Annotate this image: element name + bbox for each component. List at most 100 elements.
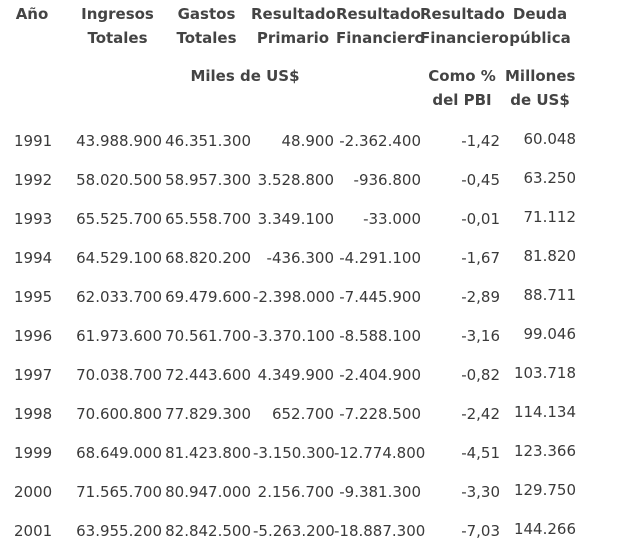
header-ingresos: Ingresos Totales <box>70 2 165 50</box>
cell-financiero: -9.381.300 <box>339 483 421 501</box>
table-row: 1993 65.525.700 65.558.700 3.349.100 -33.000… <box>0 206 618 245</box>
cell-gastos: 72.443.600 <box>165 366 251 384</box>
cell-pbi: -7,03 <box>461 522 500 540</box>
cell-gastos: 81.423.800 <box>165 444 251 462</box>
header-resultado-financiero-pbi: Resultado Financiero <box>420 2 509 50</box>
header-gastos-line1: Gastos <box>177 5 236 23</box>
cell-financiero: -12.774.800 <box>334 444 426 462</box>
cell-financiero: -8.588.100 <box>339 327 421 345</box>
cell-ingresos: 68.649.000 <box>76 444 162 462</box>
cell-gastos: 69.479.600 <box>165 288 251 306</box>
cell-primario: 4.349.900 <box>257 366 334 384</box>
subheader-pbi-line1: Como % <box>428 67 496 85</box>
header-resultado-primario-line1: Resultado <box>251 5 336 23</box>
cell-pbi: -1,67 <box>461 249 500 267</box>
cell-year: 2000 <box>14 483 53 501</box>
cell-gastos: 46.351.300 <box>165 132 251 150</box>
cell-deuda: 129.750 <box>513 481 576 499</box>
subheader-millones-line1: Millones <box>505 67 576 85</box>
cell-primario: -436.300 <box>266 249 334 267</box>
cell-financiero: -2.362.400 <box>339 132 421 150</box>
cell-year: 1999 <box>14 444 53 462</box>
subheader-millones-line2: de US$ <box>510 91 570 109</box>
cell-gastos: 70.561.700 <box>165 327 251 345</box>
cell-gastos: 82.842.500 <box>165 522 251 540</box>
cell-deuda: 81.820 <box>523 247 577 265</box>
header-deuda: Deuda pública <box>505 2 575 50</box>
cell-ingresos: 43.988.900 <box>76 132 162 150</box>
cell-year: 1998 <box>14 405 53 423</box>
cell-ingresos: 58.020.500 <box>76 171 162 189</box>
cell-financiero: -936.800 <box>353 171 421 189</box>
cell-pbi: -0,45 <box>461 171 500 189</box>
cell-year: 1993 <box>14 210 53 228</box>
header-resultado-financiero-pbi-line1: Resultado <box>420 5 505 23</box>
cell-ingresos: 71.565.700 <box>76 483 162 501</box>
cell-deuda: 103.718 <box>513 364 576 382</box>
cell-pbi: -0,01 <box>461 210 500 228</box>
subheader-pbi-line2: del PBI <box>432 91 492 109</box>
header-gastos-line2: Totales <box>176 29 237 47</box>
cell-ingresos: 65.525.700 <box>76 210 162 228</box>
cell-deuda: 88.711 <box>523 286 577 304</box>
subheader-millones: Millones de US$ <box>505 64 575 112</box>
cell-deuda: 60.048 <box>523 130 577 148</box>
cell-gastos: 65.558.700 <box>165 210 251 228</box>
cell-primario: -3.150.300 <box>253 444 335 462</box>
cell-pbi: -2,42 <box>461 405 500 423</box>
header-ingresos-line1: Ingresos <box>81 5 154 23</box>
header-deuda-line1: Deuda <box>512 5 568 23</box>
cell-primario: 652.700 <box>271 405 334 423</box>
cell-pbi: -3,16 <box>461 327 500 345</box>
cell-year: 1997 <box>14 366 53 384</box>
header-resultado-primario: Resultado Primario <box>251 2 336 50</box>
cell-ingresos: 70.600.800 <box>76 405 162 423</box>
table-row: 2001 63.955.200 82.842.500 -5.263.200 -18.88… <box>0 518 618 557</box>
cell-primario: -3.370.100 <box>253 327 335 345</box>
cell-financiero: -4.291.100 <box>339 249 421 267</box>
cell-year: 2001 <box>14 522 53 540</box>
header-resultado-financiero: Resultado Financiero <box>336 2 425 50</box>
cell-ingresos: 64.529.100 <box>76 249 162 267</box>
header-resultado-financiero-line1: Resultado <box>336 5 421 23</box>
cell-year: 1992 <box>14 171 53 189</box>
cell-financiero: -7.228.500 <box>339 405 421 423</box>
cell-gastos: 77.829.300 <box>165 405 251 423</box>
cell-gastos: 68.820.200 <box>165 249 251 267</box>
cell-financiero: -18.887.300 <box>334 522 426 540</box>
cell-ingresos: 63.955.200 <box>76 522 162 540</box>
header-resultado-primario-line2: Primario <box>256 29 330 47</box>
subheader-miles: Miles de US$ <box>190 67 300 85</box>
cell-deuda: 63.250 <box>523 169 577 187</box>
table-row: 2000 71.565.700 80.947.000 2.156.700 -9.381.… <box>0 479 618 518</box>
table-row: 1996 61.973.600 70.561.700 -3.370.100 -8.588… <box>0 323 618 362</box>
cell-financiero: -33.000 <box>363 210 421 228</box>
table-row: 1995 62.033.700 69.479.600 -2.398.000 -7.445… <box>0 284 618 323</box>
cell-pbi: -2,89 <box>461 288 500 306</box>
cell-primario: 3.528.800 <box>257 171 334 189</box>
cell-pbi: -1,42 <box>461 132 500 150</box>
header-ingresos-line2: Totales <box>87 29 148 47</box>
cell-ingresos: 62.033.700 <box>76 288 162 306</box>
cell-gastos: 80.947.000 <box>165 483 251 501</box>
header-year-line1: Año <box>15 5 49 23</box>
cell-financiero: -2.404.900 <box>339 366 421 384</box>
header-gastos: Gastos Totales <box>164 2 249 50</box>
cell-deuda: 144.266 <box>513 520 576 538</box>
cell-year: 1994 <box>14 249 53 267</box>
cell-primario: 3.349.100 <box>257 210 334 228</box>
header-year: Año <box>4 2 60 26</box>
cell-financiero: -7.445.900 <box>339 288 421 306</box>
header-resultado-financiero-pbi-line2: Financiero <box>420 29 509 47</box>
cell-deuda: 99.046 <box>523 325 577 343</box>
cell-year: 1996 <box>14 327 53 345</box>
cell-pbi: -3,30 <box>461 483 500 501</box>
cell-year: 1995 <box>14 288 53 306</box>
cell-primario: -5.263.200 <box>253 522 335 540</box>
header-resultado-financiero-line2: Financiero <box>336 29 425 47</box>
cell-deuda: 71.112 <box>523 208 577 226</box>
cell-primario: 2.156.700 <box>257 483 334 501</box>
cell-primario: 48.900 <box>281 132 335 150</box>
cell-pbi: -0,82 <box>461 366 500 384</box>
table-row: 1992 58.020.500 58.957.300 3.528.800 -936.80… <box>0 167 618 206</box>
